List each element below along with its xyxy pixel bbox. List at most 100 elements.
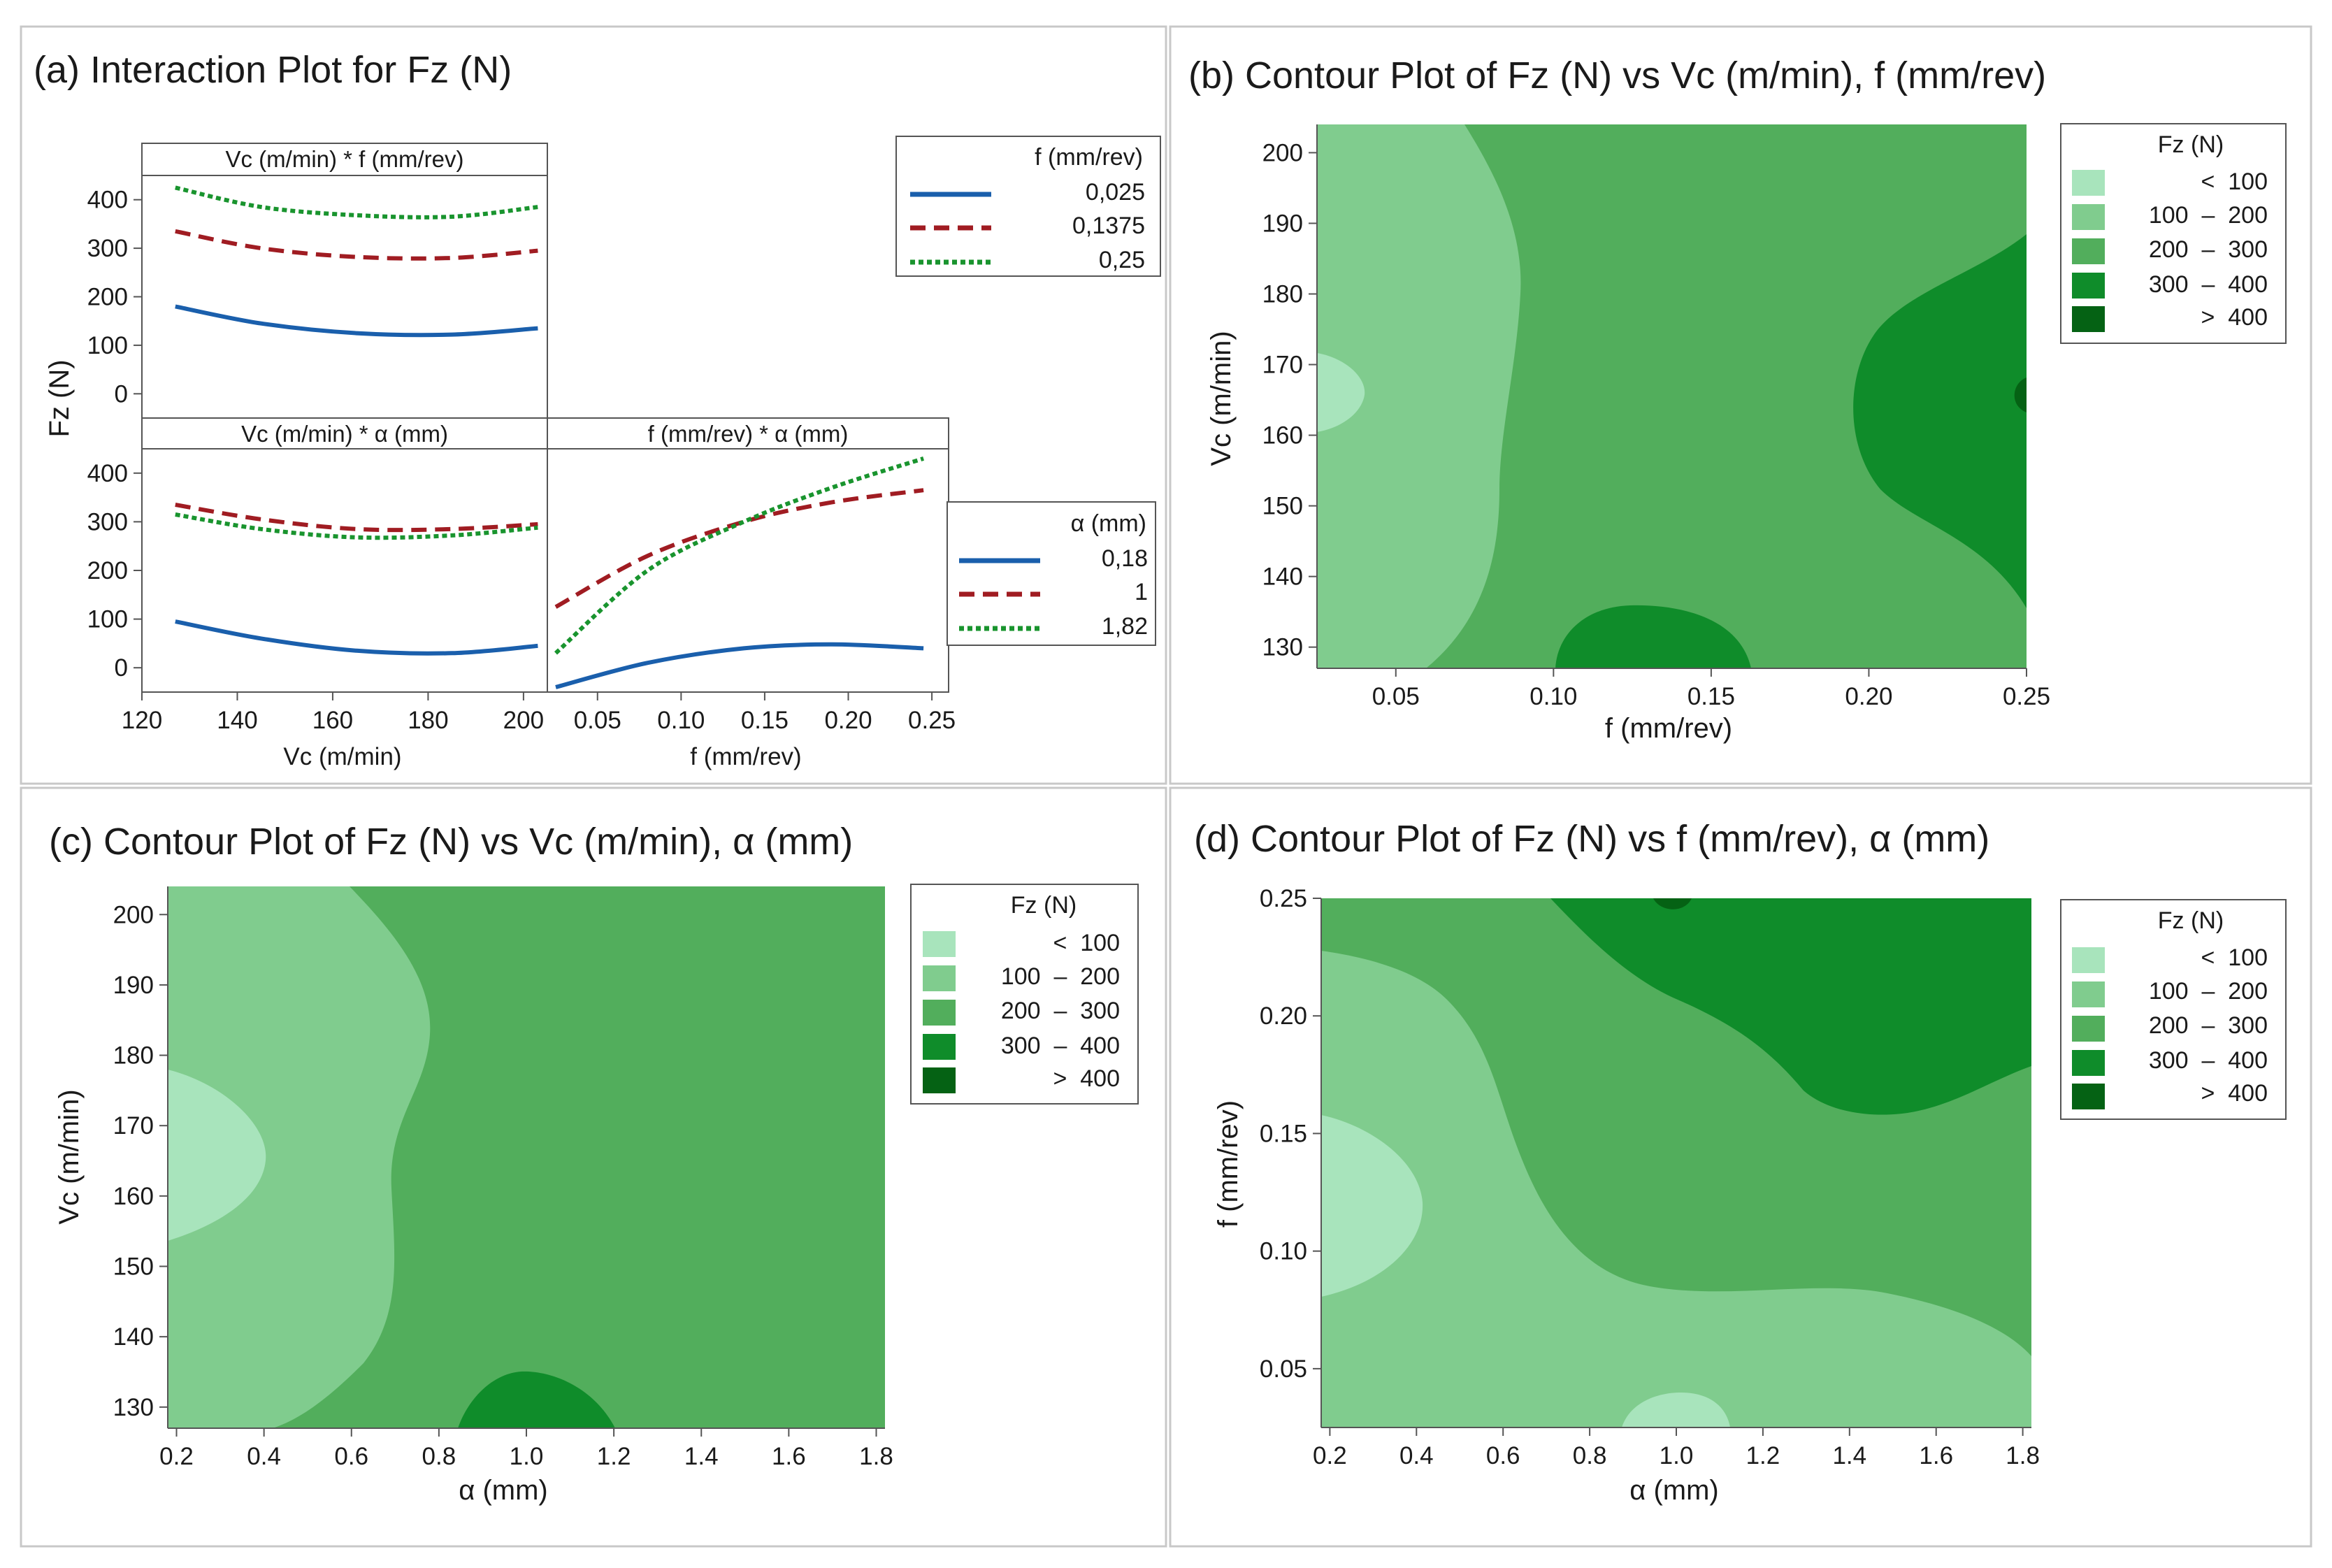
legend-c-swatch-5	[923, 1067, 956, 1093]
xtick-label: 0.6	[334, 1443, 368, 1470]
xtick-label: 0.25	[908, 707, 956, 734]
contour-b	[1317, 124, 2027, 668]
legend-b-swatch-1	[2072, 170, 2105, 196]
ytick-label: 0	[115, 654, 128, 682]
frame-b	[1169, 25, 2312, 785]
xtick-label: 0.2	[1313, 1442, 1347, 1469]
ytick-label: 0.20	[1260, 1002, 1307, 1030]
legend-c: Fz (N) < 100 100 – 200 200 – 300 300 – 4…	[910, 884, 1139, 1105]
frame-d	[1169, 786, 2312, 1548]
legend-f-label-1: 0,025	[1086, 179, 1145, 206]
xtick-label: 0.10	[657, 707, 705, 734]
xtick-label: 0.20	[1845, 683, 1892, 710]
xtick-label: 1.6	[772, 1443, 806, 1470]
legend-c-label-3: 200 – 300	[1001, 998, 1120, 1024]
legend-b-swatch-2	[2072, 204, 2105, 230]
legend-d-swatch-4	[2072, 1050, 2105, 1076]
ytick-label: 160	[1262, 422, 1303, 449]
legend-alpha-label-2: 1	[1135, 579, 1148, 605]
panel-a-xlabel-left: Vc (m/min)	[283, 743, 401, 770]
ytick-label: 0.05	[1260, 1355, 1307, 1383]
contour-b-band-100-200	[1317, 124, 1521, 668]
contour-c-axes: 0.2 0.4 0.6 0.8 1.0 1.2 1.4 1.6 1.8 130 140 150 160 1…	[113, 886, 893, 1470]
xtick-label: 160	[312, 707, 353, 734]
legend-c-swatch-4	[923, 1034, 956, 1060]
xtick-label: 0.15	[741, 707, 789, 734]
series-line-2-2	[175, 503, 538, 533]
ytick-label: 200	[1262, 139, 1303, 166]
ytick-label: 170	[113, 1112, 154, 1139]
xtick-label: 0.20	[824, 707, 872, 734]
interaction-ticks: 0 100 200 300 400 0 100 200 300 400 120 140 160 180 20…	[87, 187, 956, 734]
legend-d-label-5: > 400	[2201, 1080, 2268, 1107]
ytick-label: 200	[87, 557, 128, 584]
panel-d-title: (d) Contour Plot of Fz (N) vs f (mm/rev)…	[1194, 818, 1989, 860]
ytick-label: 300	[87, 235, 128, 262]
contour-c-band-100-200	[168, 886, 431, 1428]
xtick-label: 0.15	[1687, 683, 1735, 710]
ytick-label: 170	[1262, 352, 1303, 379]
strip-a2: Vc (m/min) * α (mm)	[241, 421, 448, 447]
series-line-3-3	[554, 456, 925, 655]
ytick-label: 190	[1262, 210, 1303, 237]
panel-a: (a) Interaction Plot for Fz (N) Vc (m/mi…	[34, 49, 1161, 770]
panel-b: (b) Contour Plot of Fz (N) vs Vc (m/min)…	[1188, 55, 2287, 744]
legend-alpha-box	[947, 501, 1156, 646]
legend-c-swatch-3	[923, 1000, 956, 1026]
strip-a1-box	[141, 143, 548, 176]
legend-d-label-1: < 100	[2201, 944, 2268, 971]
panel-a-ylabel: Fz (N)	[44, 359, 75, 437]
ytick-label: 400	[87, 460, 128, 487]
legend-f-title: f (mm/rev)	[1035, 144, 1143, 171]
legend-c-swatch-1	[923, 931, 956, 957]
ytick-label: 200	[87, 284, 128, 311]
xtick-label: 180	[408, 707, 448, 734]
ytick-label: 130	[1262, 634, 1303, 661]
xtick-label: 1.6	[1919, 1442, 1953, 1469]
legend-d-swatch-1	[2072, 947, 2105, 973]
xtick-label: 1.4	[684, 1443, 719, 1470]
legend-c-title: Fz (N)	[1011, 892, 1077, 919]
ytick-label: 0.25	[1260, 885, 1307, 912]
contour-b-band-300-400-right	[1853, 234, 2027, 608]
legend-c-label-1: < 100	[1053, 930, 1120, 956]
panel-d-ylabel: f (mm/rev)	[1213, 1100, 1244, 1228]
series-line-1-1	[175, 304, 538, 338]
legend-f-box	[895, 136, 1161, 277]
legend-b-label-5: > 400	[2201, 304, 2268, 331]
legend-b-swatch-5	[2072, 306, 2105, 332]
panel-c-title: (c) Contour Plot of Fz (N) vs Vc (m/min)…	[49, 821, 853, 863]
contour-b-band-lt100	[1317, 353, 1365, 432]
panel-a-title: (a) Interaction Plot for Fz (N)	[34, 49, 512, 91]
legend-f: f (mm/rev) 0,025 0,1375 0,25	[895, 136, 1161, 277]
panel-d: (d) Contour Plot of Fz (N) vs f (mm/rev)…	[1194, 818, 2287, 1506]
contour-d-band-lt100-bottom	[1622, 1393, 1730, 1427]
xtick-label: 0.6	[1486, 1442, 1520, 1469]
panel-c: (c) Contour Plot of Fz (N) vs Vc (m/min)…	[49, 821, 1139, 1506]
xtick-label: 1.2	[1746, 1442, 1780, 1469]
contour-d-band-gt400	[1653, 898, 1692, 909]
contour-b-band-300-400-bottom	[1555, 605, 1751, 668]
contour-d-band-300-400	[1550, 898, 2031, 1115]
contour-d-axes: 0.2 0.4 0.6 0.8 1.0 1.2 1.4 1.6 1.8 0.05 0.10 0.15 0…	[1260, 885, 2040, 1469]
legend-alpha-title: α (mm)	[1071, 510, 1146, 537]
xtick-label: 0.05	[574, 707, 621, 734]
series-line-3-2	[554, 488, 924, 609]
xtick-label: 1.8	[859, 1443, 893, 1470]
xtick-label: 0.25	[2003, 683, 2050, 710]
ytick-label: 140	[113, 1323, 154, 1351]
ytick-label: 180	[113, 1042, 154, 1070]
panel-b-title: (b) Contour Plot of Fz (N) vs Vc (m/min)…	[1188, 55, 2046, 96]
xtick-label: 140	[217, 707, 257, 734]
contour-d-band-lt100-left	[1321, 1115, 1423, 1297]
plot-a2-box	[141, 448, 548, 693]
legend-b-swatch-3	[2072, 238, 2105, 264]
legend-f-label-3: 0,25	[1099, 247, 1145, 273]
legend-alpha-label-3: 1,82	[1102, 613, 1148, 640]
xtick-label: 200	[503, 707, 544, 734]
xtick-label: 1.8	[2006, 1442, 2040, 1469]
legend-d-swatch-2	[2072, 981, 2105, 1007]
ytick-label: 190	[113, 972, 154, 999]
legend-c-label-5: > 400	[1053, 1065, 1120, 1092]
frame-c	[20, 786, 1167, 1548]
